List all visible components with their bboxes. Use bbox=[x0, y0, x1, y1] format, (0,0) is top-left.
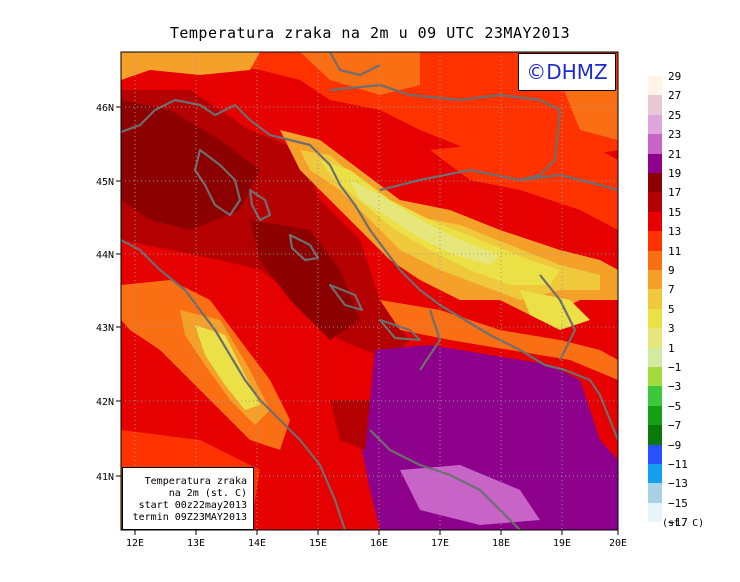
colorbar-label: −7 bbox=[668, 419, 682, 433]
colorbar-swatch bbox=[648, 211, 662, 232]
colorbar-swatch bbox=[648, 328, 662, 348]
lat-label: 46N bbox=[96, 103, 114, 114]
colorbar-label: 21 bbox=[668, 147, 682, 161]
colorbar-label: 23 bbox=[668, 128, 682, 142]
colorbar-label: −9 bbox=[668, 438, 682, 452]
colorbar-swatch bbox=[648, 367, 662, 387]
lon-label: 14E bbox=[248, 538, 266, 549]
info-line: na 2m (st. C) bbox=[168, 488, 247, 499]
info-line: termin 09Z23MAY2013 bbox=[132, 512, 247, 523]
colorbar-label: −5 bbox=[668, 399, 682, 413]
colorbar-swatch bbox=[648, 405, 662, 426]
colorbar-swatch bbox=[648, 289, 662, 309]
colorbar-swatch bbox=[648, 231, 662, 251]
colorbar-swatch bbox=[648, 483, 662, 503]
lon-label: 17E bbox=[431, 538, 449, 549]
colorbar-swatch bbox=[648, 502, 662, 523]
lon-label: 16E bbox=[370, 538, 388, 549]
colorbar-label: −15 bbox=[668, 496, 688, 510]
colorbar-swatch bbox=[648, 444, 662, 464]
colorbar-label: 19 bbox=[668, 167, 682, 180]
colorbar-label: 13 bbox=[668, 225, 682, 239]
colorbar-label: −17 bbox=[668, 516, 688, 530]
colorbar-label: −3 bbox=[668, 380, 682, 394]
colorbar-swatch bbox=[648, 95, 662, 115]
colorbar-swatch bbox=[648, 192, 662, 212]
lon-label: 12E bbox=[126, 538, 144, 549]
lat-label: 42N bbox=[96, 397, 114, 408]
coastlines bbox=[121, 52, 618, 530]
map-frame bbox=[120, 51, 619, 531]
colorbar-swatch bbox=[648, 173, 662, 193]
axis-ticks bbox=[116, 106, 619, 535]
info-line: Temperatura zraka bbox=[144, 476, 247, 487]
lat-label: 41N bbox=[96, 472, 114, 483]
lon-label: 18E bbox=[492, 538, 510, 549]
colorbar-swatch bbox=[648, 347, 662, 367]
info-line: start 00z22may2013 bbox=[138, 500, 247, 511]
colorbar-swatch bbox=[648, 250, 662, 270]
lat-label: 44N bbox=[96, 250, 114, 261]
temperature-field bbox=[121, 52, 618, 530]
colorbar-label: −11 bbox=[668, 458, 688, 471]
colorbar-label: 7 bbox=[668, 283, 675, 297]
colorbar-label: 17 bbox=[668, 186, 682, 200]
colorbar-label: −1 bbox=[668, 361, 682, 374]
colorbar-label: 5 bbox=[668, 302, 675, 316]
map-grid bbox=[121, 52, 618, 530]
colorbar-unit: (st. C) bbox=[662, 518, 705, 529]
lon-label: 15E bbox=[309, 538, 327, 549]
colorbar-swatch bbox=[648, 76, 662, 96]
lat-label: 43N bbox=[96, 323, 114, 334]
dhmz-copyright-logo: ©DHMZ bbox=[518, 53, 616, 91]
colorbar-label: 3 bbox=[668, 322, 675, 336]
lat-label: 45N bbox=[96, 177, 114, 188]
colorbar-swatch bbox=[648, 425, 662, 445]
colorbar-swatch bbox=[648, 308, 662, 329]
lon-label: 19E bbox=[553, 538, 571, 549]
colorbar-swatch bbox=[648, 522, 662, 537]
colorbar-swatch bbox=[648, 464, 662, 484]
lon-label: 20E bbox=[609, 538, 627, 549]
colorbar-label: 11 bbox=[668, 244, 682, 258]
colorbar-swatch bbox=[648, 153, 662, 173]
colorbar-swatch bbox=[648, 270, 662, 290]
colorbar-label: 29 bbox=[668, 70, 682, 83]
colorbar-label: 25 bbox=[668, 108, 682, 122]
colorbar-swatch bbox=[648, 134, 662, 154]
info-box: Temperatura zraka na 2m (st. C) start 00… bbox=[122, 467, 254, 530]
colorbar-label: 9 bbox=[668, 264, 675, 277]
colorbar-swatch bbox=[648, 114, 662, 135]
colorbar-label: 15 bbox=[668, 205, 682, 219]
colorbar-swatch bbox=[648, 386, 662, 406]
colorbar-label: 1 bbox=[668, 341, 675, 355]
map-title: Temperatura zraka na 2m u 09 UTC 23MAY20… bbox=[169, 24, 571, 42]
lon-label: 13E bbox=[187, 538, 205, 549]
colorbar-label: −13 bbox=[668, 477, 688, 491]
colorbar-label: 27 bbox=[668, 89, 682, 103]
